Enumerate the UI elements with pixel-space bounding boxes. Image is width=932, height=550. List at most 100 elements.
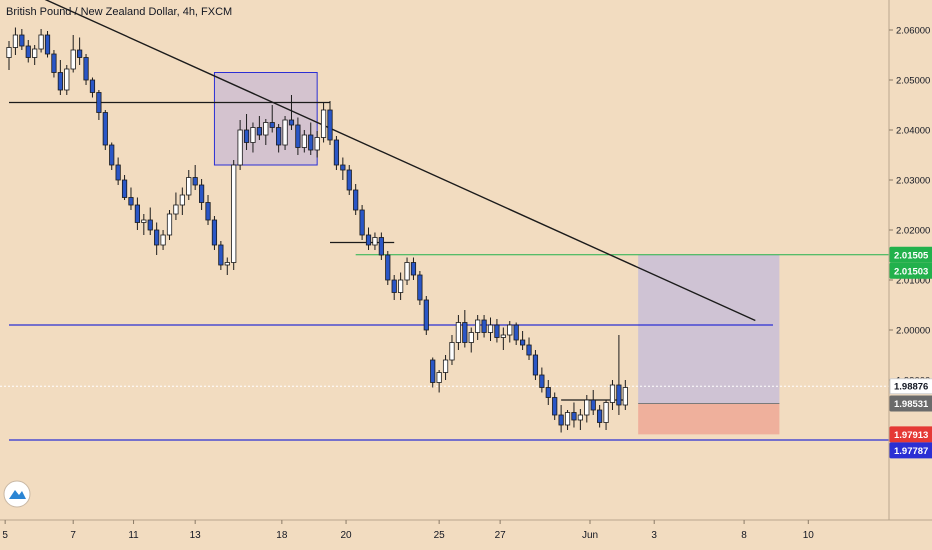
candle-body — [430, 359, 436, 383]
candle — [359, 205, 365, 240]
time-tick-label: Jun — [582, 530, 598, 541]
candle — [173, 192, 179, 220]
candle-body — [186, 177, 192, 196]
candle — [288, 95, 295, 130]
candle — [25, 40, 31, 63]
candle — [365, 227, 372, 250]
drawing-layer[interactable] — [0, 0, 932, 441]
candle — [340, 157, 346, 180]
candle-body — [102, 112, 108, 146]
time-tick-label: 7 — [70, 530, 76, 541]
candle — [430, 357, 436, 388]
candle — [597, 405, 603, 428]
candle-body — [320, 109, 327, 138]
candle-body — [609, 384, 616, 403]
candle-body — [51, 53, 57, 73]
price-tag-label: 1.97787 — [894, 446, 928, 457]
candle-body — [269, 122, 275, 128]
candle-body — [282, 119, 288, 146]
candle-body — [237, 129, 243, 166]
candle — [442, 355, 449, 380]
candle-body — [250, 127, 256, 143]
candle — [346, 165, 352, 195]
candle-body — [398, 279, 404, 293]
stop-zone[interactable] — [638, 403, 780, 435]
candle — [539, 367, 545, 393]
candle-body — [160, 234, 166, 246]
candle — [218, 241, 224, 270]
candle — [423, 296, 429, 335]
candle — [404, 257, 410, 285]
candle-body — [70, 49, 76, 70]
candle — [410, 257, 417, 280]
candle — [494, 319, 500, 343]
candle — [121, 175, 128, 200]
target-zone[interactable] — [638, 254, 780, 404]
time-axis[interactable]: 5 7 11 13 18 20 25 27 Jun 3 8 10 — [0, 519, 932, 541]
candle-body — [449, 342, 455, 361]
price-tick-label: 2.03000 — [896, 176, 930, 187]
candle — [198, 179, 205, 210]
candle-body — [359, 209, 365, 236]
candle-body — [121, 179, 128, 198]
time-tick-label: 10 — [803, 530, 815, 541]
price-tag-box — [889, 262, 932, 279]
candle-body — [571, 412, 577, 421]
candle-body — [198, 184, 205, 203]
candle-body — [385, 254, 391, 281]
candle — [154, 222, 160, 255]
candle-body — [276, 127, 282, 146]
price-tag-box — [889, 426, 932, 443]
price-tag: 1.97787 — [889, 442, 932, 459]
candle — [89, 77, 96, 98]
price-tag: 2.01505 — [889, 246, 932, 263]
price-tag-box — [889, 395, 932, 412]
candle-body — [134, 204, 140, 223]
price-tick-label: 2.01000 — [896, 276, 930, 287]
tradingview-logo-icon[interactable] — [3, 480, 31, 508]
candle — [571, 402, 577, 428]
candle-body — [64, 68, 70, 91]
candle — [513, 322, 519, 345]
candle-body — [295, 124, 301, 148]
candle — [186, 170, 192, 200]
price-tags: 2.01505 2.01503 1.98876 1.98531 1.97913 1.977… — [889, 246, 932, 459]
candle — [320, 102, 327, 143]
candle — [243, 114, 250, 150]
candle — [102, 110, 108, 150]
chart-title: British Pound / New Zealand Dollar, 4h, … — [6, 6, 232, 18]
consolidation-box[interactable] — [213, 72, 318, 166]
candle-body — [83, 57, 89, 81]
candle-body — [423, 299, 429, 331]
candle-body — [109, 144, 115, 166]
candle-body — [353, 189, 359, 211]
candle — [128, 187, 134, 210]
candle — [57, 60, 63, 95]
candle-body — [333, 139, 340, 166]
candle-body — [481, 319, 487, 333]
candle-body — [77, 49, 83, 58]
candle-body — [340, 164, 346, 171]
candle-body — [141, 219, 147, 223]
candle — [147, 207, 153, 235]
candles-layer — [6, 27, 628, 433]
candle-body — [288, 119, 295, 126]
candle — [353, 184, 359, 215]
candle-body — [410, 262, 417, 276]
price-tick-label: 2.05000 — [896, 76, 930, 87]
candle — [468, 327, 474, 353]
candle — [276, 124, 282, 153]
candle-body — [539, 374, 545, 388]
candle-body — [590, 399, 596, 411]
candle — [590, 390, 596, 415]
candle — [224, 257, 230, 275]
price-tag-box — [889, 442, 932, 459]
descending-trendline[interactable] — [1, 0, 756, 322]
price-tick-label: 2.00000 — [896, 326, 930, 337]
candle — [192, 165, 198, 190]
price-tag: 1.98531 — [889, 395, 932, 412]
candle-body — [455, 322, 462, 343]
price-tick-label: 2.04000 — [896, 126, 930, 137]
candle — [77, 37, 83, 65]
